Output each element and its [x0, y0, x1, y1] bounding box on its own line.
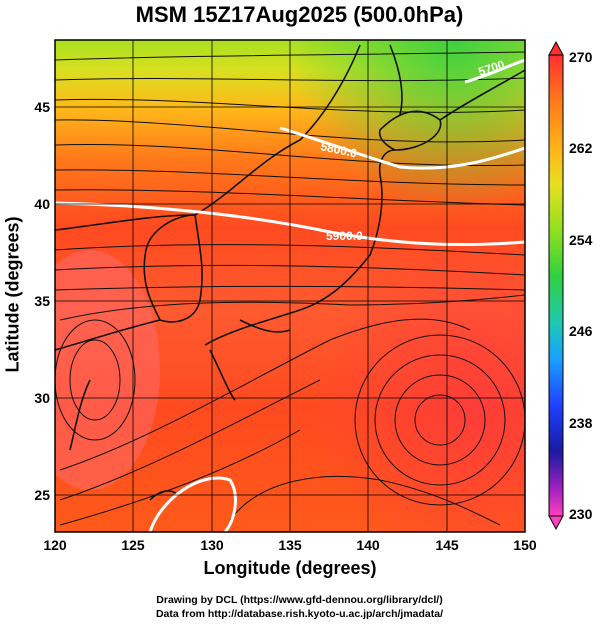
map-title: MSM 15Z17Aug2025 (500.0hPa) [135, 2, 464, 27]
x-tick-label: 145 [435, 537, 459, 553]
colorbar-label: 254 [569, 232, 593, 248]
colorbar-scale [548, 54, 564, 517]
y-tick-label: 35 [34, 293, 50, 309]
x-tick-label: 150 [513, 537, 537, 553]
colorbar-label: 262 [569, 140, 593, 156]
y-tick-label: 30 [34, 390, 50, 406]
colorbar-label: 246 [569, 323, 593, 339]
y-tick-label: 40 [34, 196, 50, 212]
x-tick-label: 140 [356, 537, 380, 553]
x-axis-label: Longitude (degrees) [203, 558, 377, 578]
contour-5800 [279, 126, 525, 170]
lat-lon-grid [55, 40, 525, 532]
x-tick-label: 125 [121, 537, 145, 553]
contour-label-5900: 5900.0 [326, 229, 363, 243]
colorbar-label: 270 [569, 49, 593, 65]
warm-patch-west [55, 250, 160, 490]
y-axis-label: Latitude (degrees) [2, 216, 23, 373]
y-tick-label: 45 [34, 99, 50, 115]
credit-drawing: Drawing by DCL (https://www.gfd-dennou.o… [156, 594, 443, 606]
y-tick-label: 25 [34, 487, 50, 503]
height-contours [55, 58, 525, 532]
colorbar-bottom-arrow [548, 515, 564, 531]
colorbar-label: 230 [569, 506, 593, 522]
contour-5900 [55, 201, 525, 247]
colorbar-top-arrow [548, 40, 564, 56]
colorbar: 270 262 254 246 238 230 [548, 40, 593, 531]
streamlines [55, 51, 525, 526]
credit-data: Data from http://database.rish.kyoto-u.a… [155, 608, 444, 620]
x-tick-label: 135 [278, 537, 302, 553]
contour-5900-south [148, 476, 237, 532]
x-tick-label: 130 [200, 537, 224, 553]
contour-5700 [464, 58, 525, 84]
colorbar-label: 238 [569, 415, 593, 431]
plot-frame [54, 39, 526, 533]
x-tick-label: 120 [43, 537, 67, 553]
